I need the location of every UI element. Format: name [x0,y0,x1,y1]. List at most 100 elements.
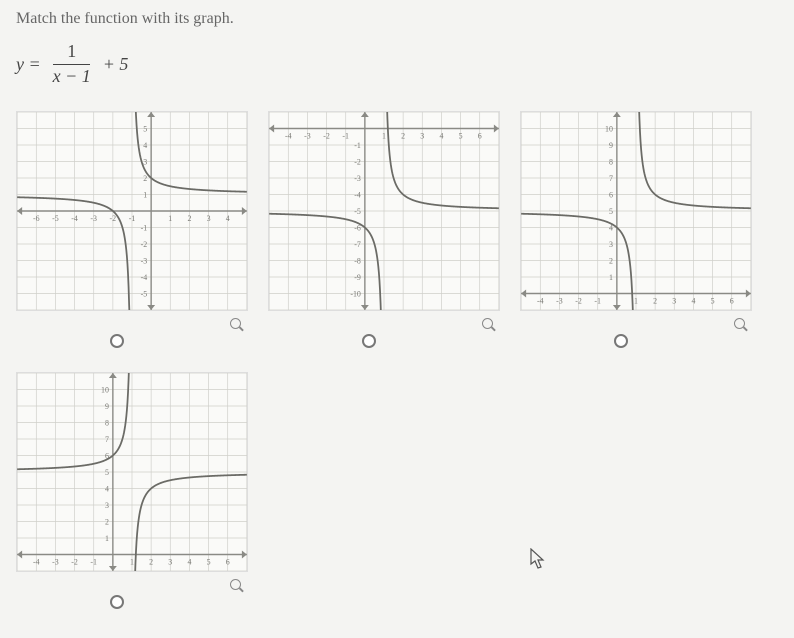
svg-text:-5: -5 [141,289,148,298]
svg-text:-6: -6 [33,213,40,222]
svg-text:2: 2 [105,517,109,526]
svg-text:5: 5 [459,131,463,140]
svg-text:1: 1 [382,131,386,140]
svg-text:2: 2 [187,213,191,222]
zoom-icon[interactable] [230,579,244,593]
svg-text:2: 2 [609,256,613,265]
svg-text:-2: -2 [110,213,117,222]
svg-text:-3: -3 [90,213,97,222]
option-a-radio[interactable] [110,334,124,348]
zoom-icon[interactable] [734,318,748,332]
svg-text:1: 1 [168,213,172,222]
option-b-radio[interactable] [362,334,376,348]
svg-text:-3: -3 [304,131,311,140]
svg-text:1: 1 [130,557,134,566]
svg-text:7: 7 [105,435,109,444]
svg-text:3: 3 [168,557,172,566]
graph-option-d: -4-3-2-112345612345678910 [16,372,248,609]
svg-text:-4: -4 [71,213,78,222]
svg-text:-1: -1 [129,213,136,222]
svg-text:1: 1 [634,296,638,305]
svg-text:-3: -3 [52,557,59,566]
svg-text:3: 3 [143,157,147,166]
svg-text:8: 8 [609,157,613,166]
svg-text:4: 4 [691,296,695,305]
graph-row-1: -6 -5 -4 -3 -2 -1 1 2 3 4 1 2 3 4 5 -1 -2 -3 -4 -5 -4 -3 -2 -1… [16,111,778,348]
graph-d-svg: -4-3-2-112345612345678910 [16,372,248,572]
svg-text:6: 6 [730,296,734,305]
svg-text:-8: -8 [354,256,361,265]
svg-text:4: 4 [226,213,230,222]
svg-text:-1: -1 [342,131,349,140]
svg-text:-2: -2 [323,131,330,140]
svg-text:5: 5 [143,124,147,133]
svg-text:-5: -5 [354,207,361,216]
svg-text:1: 1 [105,534,109,543]
zoom-icon[interactable] [230,318,244,332]
svg-text:9: 9 [105,402,109,411]
svg-text:9: 9 [609,141,613,150]
svg-text:8: 8 [105,418,109,427]
graph-option-c: -4-3-2-112345612345678910 [520,111,752,348]
svg-text:-3: -3 [141,256,148,265]
svg-text:3: 3 [420,131,424,140]
svg-text:-1: -1 [594,296,601,305]
svg-text:-2: -2 [141,240,148,249]
svg-text:7: 7 [609,174,613,183]
option-c-radio[interactable] [614,334,628,348]
svg-text:10: 10 [605,124,613,133]
svg-text:5: 5 [609,207,613,216]
svg-text:3: 3 [207,213,211,222]
svg-text:1: 1 [143,190,147,199]
svg-text:-4: -4 [285,131,292,140]
svg-text:-7: -7 [354,240,361,249]
svg-text:4: 4 [439,131,443,140]
svg-text:-4: -4 [33,557,40,566]
fraction: 1 x − 1 [47,42,97,87]
svg-text:4: 4 [105,484,109,493]
svg-text:2: 2 [143,174,147,183]
equation-tail: + 5 [103,54,129,75]
graph-a-svg: -6 -5 -4 -3 -2 -1 1 2 3 4 1 2 3 4 5 -1 -2 -3 -4 -5 [16,111,248,311]
graph-option-b: -4-3-2-1123456-1-2-3-4-5-6-7-8-9-10 [268,111,500,348]
svg-text:-1: -1 [90,557,97,566]
svg-text:2: 2 [149,557,153,566]
svg-text:5: 5 [105,468,109,477]
equation-lhs: y = [16,54,41,75]
svg-text:3: 3 [672,296,676,305]
svg-text:-9: -9 [354,273,361,282]
svg-text:6: 6 [226,557,230,566]
svg-text:-2: -2 [354,157,361,166]
graph-b-svg: -4-3-2-1123456-1-2-3-4-5-6-7-8-9-10 [268,111,500,311]
svg-text:1: 1 [609,273,613,282]
svg-text:4: 4 [187,557,191,566]
svg-text:6: 6 [478,131,482,140]
svg-text:-4: -4 [537,296,544,305]
svg-text:5: 5 [711,296,715,305]
svg-text:-4: -4 [141,273,148,282]
graph-row-2: -4-3-2-112345612345678910 [16,372,778,609]
svg-text:-10: -10 [350,289,361,298]
svg-text:-2: -2 [575,296,582,305]
equation: y = 1 x − 1 + 5 [16,42,778,87]
graph-c-svg: -4-3-2-112345612345678910 [520,111,752,311]
svg-text:6: 6 [609,190,613,199]
svg-text:-2: -2 [71,557,78,566]
svg-text:-4: -4 [354,190,361,199]
svg-text:-1: -1 [354,141,361,150]
svg-text:-1: -1 [141,223,148,232]
option-d-radio[interactable] [110,595,124,609]
svg-text:-3: -3 [354,174,361,183]
zoom-icon[interactable] [482,318,496,332]
svg-text:2: 2 [401,131,405,140]
svg-text:10: 10 [101,385,109,394]
denominator: x − 1 [47,65,97,87]
svg-text:3: 3 [105,501,109,510]
svg-text:-3: -3 [556,296,563,305]
numerator: 1 [53,42,90,65]
graph-option-a: -6 -5 -4 -3 -2 -1 1 2 3 4 1 2 3 4 5 -1 -2 -3 -4 -5 [16,111,248,348]
svg-text:-5: -5 [52,213,59,222]
svg-text:5: 5 [207,557,211,566]
svg-text:4: 4 [143,141,147,150]
svg-text:2: 2 [653,296,657,305]
